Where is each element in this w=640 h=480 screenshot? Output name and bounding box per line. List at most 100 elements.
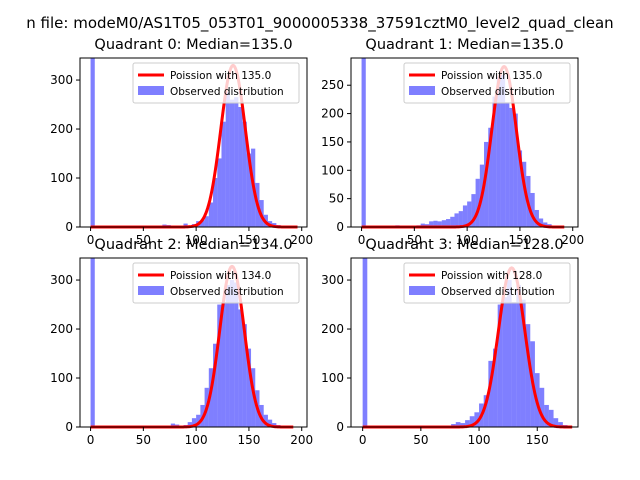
x-tick-label: 150 bbox=[237, 433, 260, 447]
legend-box bbox=[132, 262, 300, 304]
histogram-bar bbox=[450, 216, 455, 227]
legend-hist-label: Observed distribution bbox=[441, 286, 555, 298]
histogram-bar bbox=[90, 58, 95, 227]
legend-fit-label: Poission with 134.0 bbox=[170, 270, 271, 282]
histogram-bar bbox=[238, 106, 243, 227]
legend-box bbox=[403, 62, 571, 104]
legend-hist-label: Observed distribution bbox=[441, 86, 555, 98]
legend-hist-swatch bbox=[409, 286, 435, 295]
y-tick-label: 0 bbox=[336, 420, 344, 434]
histogram-bar bbox=[242, 324, 247, 427]
y-tick-label: 0 bbox=[336, 220, 344, 234]
histogram-bar bbox=[458, 211, 463, 227]
legend-fit-label: Poission with 135.0 bbox=[170, 70, 271, 82]
histogram-bar bbox=[465, 420, 470, 427]
histogram-bar bbox=[246, 153, 252, 227]
x-tick-label: 0 bbox=[87, 433, 95, 447]
quadrant-3-chart: 0 50 100 150 0 100 200 300 Quadrant 3: Median=12… bbox=[321, 237, 579, 447]
histogram-bar bbox=[513, 113, 518, 227]
subplot-title: Quadrant 3: Median=128.0 bbox=[365, 237, 563, 253]
histogram-bar bbox=[558, 422, 563, 427]
histogram-bar bbox=[225, 92, 230, 227]
histogram-bar bbox=[229, 280, 235, 427]
histogram-bar bbox=[548, 409, 554, 427]
histogram-bar bbox=[204, 216, 209, 227]
y-tick-label: 50 bbox=[329, 192, 344, 206]
histogram-bar bbox=[213, 178, 218, 227]
histogram-bar bbox=[525, 324, 531, 427]
y-tick-label: 300 bbox=[50, 273, 73, 287]
legend-box bbox=[132, 62, 300, 104]
histogram-bar bbox=[462, 205, 468, 227]
histogram-bar bbox=[492, 96, 497, 228]
histogram-bar bbox=[497, 304, 503, 427]
histogram-bar bbox=[221, 302, 226, 427]
y-tick-label: 200 bbox=[321, 322, 344, 336]
x-tick-label: 150 bbox=[508, 233, 531, 247]
histogram-bar bbox=[437, 221, 442, 227]
histogram-bar bbox=[267, 419, 273, 427]
histogram-bar bbox=[208, 202, 214, 227]
y-tick-label: 200 bbox=[50, 322, 73, 336]
histogram-bar bbox=[429, 221, 434, 227]
histogram-bar bbox=[187, 422, 192, 427]
x-tick-label: 50 bbox=[413, 433, 428, 447]
y-tick-label: 200 bbox=[50, 122, 73, 136]
histogram-bar bbox=[229, 99, 235, 227]
legend-hist-swatch bbox=[138, 86, 164, 95]
histogram-bar bbox=[475, 178, 480, 227]
axes-frame bbox=[79, 257, 308, 428]
histogram-bar bbox=[474, 412, 480, 427]
histogram-bar bbox=[502, 297, 507, 427]
y-tick-label: 100 bbox=[50, 171, 73, 185]
histogram-bar bbox=[242, 121, 247, 227]
histogram-bar bbox=[433, 220, 438, 227]
histogram-bar bbox=[238, 309, 243, 427]
histogram-bar bbox=[553, 418, 559, 427]
axes-frame bbox=[350, 57, 579, 228]
subplot-title: Quadrant 0: Median=135.0 bbox=[94, 37, 292, 53]
legend-hist-label: Observed distribution bbox=[170, 86, 284, 98]
x-tick-label: 50 bbox=[136, 433, 151, 447]
y-tick-label: 0 bbox=[65, 420, 73, 434]
y-tick-label: 200 bbox=[321, 107, 344, 121]
histogram-bar bbox=[196, 414, 201, 427]
histogram-bar bbox=[493, 348, 498, 427]
y-tick-label: 100 bbox=[321, 163, 344, 177]
figure-suptitle: n file: modeM0/AS1T05_053T01_9000005338_… bbox=[26, 14, 613, 33]
histogram-bar bbox=[496, 76, 501, 227]
histogram-bar bbox=[90, 258, 95, 427]
y-tick-label: 250 bbox=[321, 78, 344, 92]
histogram-bar bbox=[488, 360, 494, 427]
histogram-bar bbox=[469, 416, 475, 427]
legend-fit-label: Poission with 135.0 bbox=[441, 70, 542, 82]
histogram-bar bbox=[234, 282, 239, 427]
legend-fit-label: Poission with 128.0 bbox=[441, 270, 542, 282]
x-tick-label: 200 bbox=[290, 433, 313, 447]
x-tick-label: 50 bbox=[407, 233, 422, 247]
histogram-bar bbox=[506, 280, 512, 427]
histogram-bar bbox=[516, 284, 521, 427]
y-tick-label: 100 bbox=[50, 371, 73, 385]
x-tick-label: 100 bbox=[456, 233, 479, 247]
histogram-bar bbox=[263, 414, 268, 427]
histogram-bar bbox=[455, 422, 461, 427]
histogram-bar bbox=[225, 284, 230, 427]
x-tick-label: 0 bbox=[359, 433, 367, 447]
histogram-bar bbox=[213, 343, 218, 427]
legend-hist-swatch bbox=[409, 86, 435, 95]
histogram-bar bbox=[446, 219, 451, 227]
quadrant-0-chart: 0 50 100 150 200 0 100 200 300 Quadrant 0: Median… bbox=[50, 37, 313, 247]
histogram-bar bbox=[538, 218, 544, 227]
x-tick-label: 0 bbox=[87, 233, 95, 247]
legend-hist-label: Observed distribution bbox=[170, 286, 284, 298]
histogram-bar bbox=[272, 423, 277, 427]
axes-frame bbox=[79, 57, 308, 228]
histogram-bar bbox=[505, 102, 510, 227]
histogram-bar bbox=[539, 387, 545, 427]
histogram-bar bbox=[471, 194, 476, 227]
quadrant-2-chart: 0 50 100 150 200 0 100 200 300 Quadrant 2: Median… bbox=[50, 237, 313, 447]
histogram-bar bbox=[467, 201, 472, 227]
